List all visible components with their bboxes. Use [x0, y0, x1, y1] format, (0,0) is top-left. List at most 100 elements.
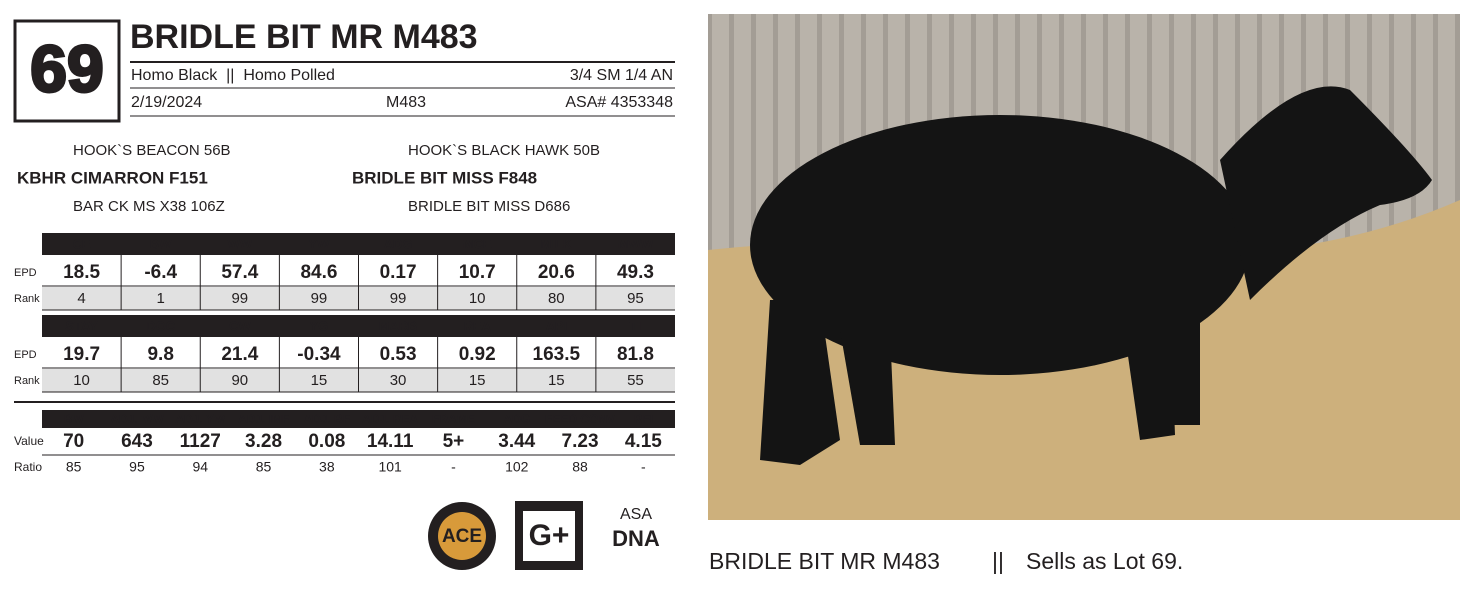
- rank-value: 99: [311, 290, 328, 307]
- column-header: RFI: [634, 412, 653, 426]
- row-label: EPD: [14, 349, 37, 361]
- epd-value: -0.34: [297, 344, 341, 365]
- logo-text: ASA: [620, 506, 652, 523]
- header-band: [42, 233, 675, 255]
- performance-value: 14.11: [367, 431, 414, 452]
- rank-value: 10: [73, 372, 90, 389]
- pedigree-dam-sire: HOOK`S BLACK HAWK 50B: [408, 142, 600, 159]
- column-header: WW: [228, 236, 253, 251]
- tables: EPD Rank CE 18.5 4 BW -6.4 1 WW 57.4 99 YW 84.6 99 ADG…: [14, 233, 675, 475]
- logo-text: ACE: [442, 526, 482, 547]
- epd-value: 84.6: [300, 262, 337, 283]
- epd-value: 0.92: [459, 344, 496, 365]
- column-header: YG: [310, 318, 329, 333]
- column-header: MARB: [379, 318, 418, 333]
- rank-value: 15: [469, 372, 486, 389]
- caption-name: BRIDLE BIT MR M483: [709, 548, 940, 574]
- breed: 3/4 SM 1/4 AN: [570, 67, 673, 84]
- bull-head: [1220, 86, 1432, 300]
- performance-ratio: 88: [572, 459, 588, 475]
- epd-value: 81.8: [617, 344, 654, 365]
- rank-value: 85: [152, 372, 169, 389]
- column-header: FRAME: [432, 412, 475, 426]
- logo-inner: [523, 511, 575, 561]
- ace-logo: ACE: [428, 502, 496, 570]
- column-header: ADJ. IMF: [238, 412, 289, 426]
- column-header: REA: [463, 318, 491, 333]
- column-header: ADJ. BF: [304, 412, 351, 426]
- performance-value: 3.28: [245, 431, 282, 452]
- performance-value: 70: [63, 431, 84, 452]
- rank-value: 99: [390, 290, 407, 307]
- rank-value: 30: [390, 372, 407, 389]
- column-header: YW: [308, 236, 330, 251]
- performance-ratio: 85: [256, 459, 272, 475]
- performance-value: 5+: [443, 431, 465, 452]
- column-header: ADJ. REA: [362, 412, 418, 426]
- header-band: [42, 410, 675, 428]
- caption-lot: Sells as Lot 69.: [1026, 548, 1183, 574]
- row-label: EPD: [14, 267, 37, 279]
- animal-name: BRIDLE BIT MR M483: [130, 18, 478, 56]
- column-header: BW: [150, 236, 172, 251]
- epd-value: 20.6: [538, 262, 575, 283]
- column-header: CE: [73, 236, 91, 251]
- bull-leg: [760, 300, 840, 465]
- rank-value: 10: [469, 290, 486, 307]
- plank: [734, 14, 751, 264]
- performance-value: 643: [121, 431, 153, 452]
- column-header: API: [545, 318, 567, 333]
- column-header: FEED CONV: [545, 412, 615, 426]
- rank-value: 15: [311, 372, 328, 389]
- colors: Homo Black || Homo Polled: [131, 67, 335, 84]
- performance-ratio: -: [451, 459, 456, 475]
- epd-value: 163.5: [533, 344, 581, 365]
- pedigree-sire: KBHR CIMARRON F151: [17, 168, 208, 187]
- epd-value: 10.7: [459, 262, 496, 283]
- lot-number: 69: [30, 31, 103, 105]
- performance-value: 3.44: [498, 431, 535, 452]
- pedigree-sire-sire: HOOK`S BEACON 56B: [73, 142, 231, 159]
- header-band: [42, 315, 675, 337]
- row-label: Rank: [14, 293, 40, 305]
- column-header: ADJ. WW: [110, 412, 164, 426]
- performance-ratio: -: [641, 459, 646, 475]
- tattoo: M483: [386, 94, 426, 111]
- performance-value: 1127: [180, 431, 221, 452]
- pedigree-dam: BRIDLE BIT MISS F848: [352, 168, 537, 187]
- caption-separator: ||: [992, 548, 1004, 574]
- rank-value: 1: [157, 290, 165, 307]
- logo-text: DNA: [612, 526, 660, 551]
- pedigree-dam-dam: BRIDLE BIT MISS D686: [408, 198, 570, 215]
- epd-value: 18.5: [63, 262, 100, 283]
- column-header: ADG: [384, 236, 413, 251]
- column-header: MWW: [618, 236, 654, 251]
- rank-value: 95: [627, 290, 644, 307]
- performance-ratio: 94: [192, 459, 208, 475]
- plank: [1416, 14, 1433, 264]
- row-label: Value: [14, 434, 44, 448]
- performance-ratio: 85: [66, 459, 82, 475]
- column-header: ADG: [503, 412, 530, 426]
- registration: ASA# 4353348: [565, 94, 673, 111]
- pedigree-sire-dam: BAR CK MS X38 106Z: [73, 198, 225, 215]
- performance-ratio: 101: [378, 459, 402, 475]
- column-header: ADJ. YW: [175, 412, 225, 426]
- asa-dna-logo: ASA DNA: [612, 506, 660, 551]
- rank-value: 80: [548, 290, 565, 307]
- performance-value: 7.23: [562, 431, 599, 452]
- column-header: CW: [229, 318, 251, 333]
- epd-value: 21.4: [221, 344, 258, 365]
- epd-value: 0.53: [380, 344, 417, 365]
- genomic-logo: G+: [515, 501, 583, 570]
- performance-ratio: 38: [319, 459, 335, 475]
- performance-value: 4.15: [625, 431, 662, 452]
- epd-value: 57.4: [221, 262, 258, 283]
- row-label: Rank: [14, 375, 40, 387]
- birth-date: 2/19/2024: [131, 94, 202, 111]
- plank: [1438, 14, 1455, 264]
- column-header: TI: [630, 318, 642, 333]
- column-header: STAY: [65, 318, 98, 333]
- epd-value: 19.7: [63, 344, 100, 365]
